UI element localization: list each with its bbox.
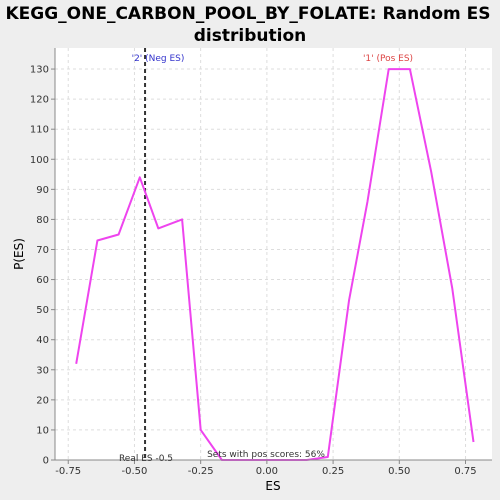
real-es-label: Real ES -0.5 [119, 454, 173, 464]
chart-title-line-1: KEGG_ONE_CARBON_POOL_BY_FOLATE: Random E… [5, 4, 490, 24]
x-tick-label: 0.00 [256, 466, 278, 477]
y-tick-label: 70 [36, 245, 49, 256]
y-tick-label: 130 [30, 65, 49, 76]
pos-es-label: '1' (Pos ES) [363, 54, 413, 64]
x-tick-label: 0.50 [388, 466, 410, 477]
neg-es-label: '2' (Neg ES) [132, 54, 185, 64]
x-axis-label: ES [265, 479, 280, 493]
x-tick-label: -0.25 [188, 466, 214, 477]
x-tick-label: -0.50 [122, 466, 148, 477]
y-tick-label: 30 [36, 365, 49, 376]
y-tick-label: 0 [43, 456, 49, 467]
x-tick-label: -0.75 [55, 466, 81, 477]
y-tick-label: 110 [30, 125, 49, 136]
plot-area [55, 48, 492, 460]
grid-lines [55, 48, 492, 461]
y-tick-label: 40 [36, 335, 49, 346]
y-tick-label: 80 [36, 215, 49, 226]
chart-title-line-2: distribution [194, 26, 306, 46]
y-tick-label: 120 [30, 95, 49, 106]
pos-score-label: Sets with pos scores: 56% [207, 450, 325, 460]
y-tick-label: 60 [36, 275, 49, 286]
x-tick-label: 0.75 [454, 466, 476, 477]
y-axis-label: P(ES) [12, 238, 26, 270]
x-tick-label: 0.25 [322, 466, 344, 477]
y-tick-label: 50 [36, 305, 49, 316]
axes: 0 10 20 30 40 50 60 70 80 90 100 110 120 130 -0.75 -0.5… [30, 48, 492, 477]
y-tick-label: 90 [36, 185, 49, 196]
y-tick-label: 10 [36, 425, 49, 436]
y-tick-label: 100 [30, 155, 49, 166]
y-tick-label: 20 [36, 395, 49, 406]
